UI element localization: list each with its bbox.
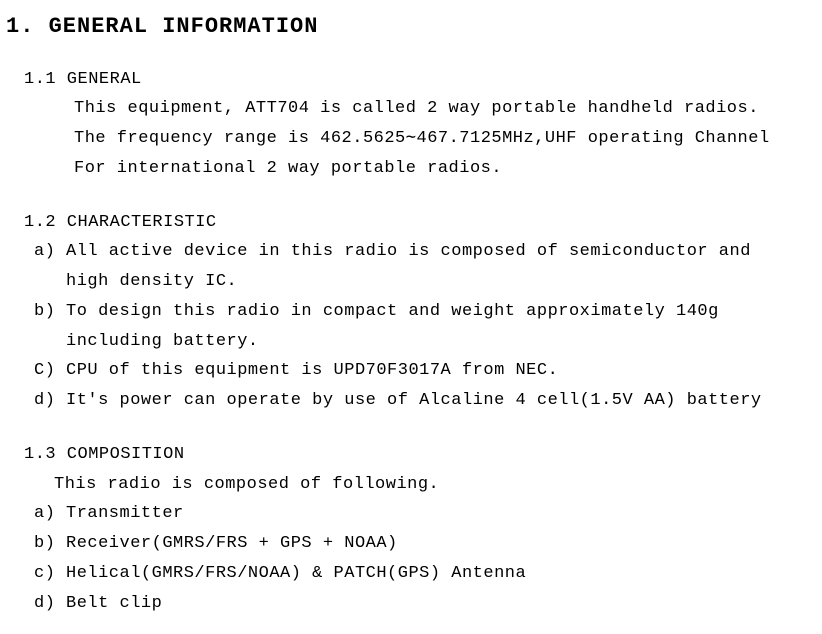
item-1-2-a: a)All active device in this radio is com… <box>34 237 816 267</box>
item-text-a3: Transmitter <box>66 504 184 523</box>
item-1-3-d: d)Belt clip <box>34 589 816 619</box>
item-1-2-c: C)CPU of this equipment is UPD70F3017A f… <box>34 356 816 386</box>
item-label-b: b) <box>34 297 66 327</box>
item-1-2-b: b)To design this radio in compact and we… <box>34 297 816 327</box>
item-text-c: CPU of this equipment is UPD70F3017A fro… <box>66 361 558 380</box>
section-1-3-heading: 1.3 COMPOSITION <box>24 440 816 470</box>
item-label-a: a) <box>34 237 66 267</box>
item-label-c: C) <box>34 356 66 386</box>
item-text-a: All active device in this radio is compo… <box>66 242 751 261</box>
item-1-3-b: b)Receiver(GMRS/FRS + GPS + NOAA) <box>34 529 816 559</box>
section-1-3-intro: This radio is composed of following. <box>54 470 816 500</box>
item-label-a3: a) <box>34 499 66 529</box>
item-text-c3: Helical(GMRS/FRS/NOAA) & PATCH(GPS) Ante… <box>66 564 526 583</box>
doc-title: 1. GENERAL INFORMATION <box>6 8 816 47</box>
item-text-b: To design this radio in compact and weig… <box>66 302 719 321</box>
item-label-d: d) <box>34 386 66 416</box>
item-label-c3: c) <box>34 559 66 589</box>
section-1-1-heading: 1.1 GENERAL <box>24 65 816 95</box>
item-text-b3: Receiver(GMRS/FRS + GPS + NOAA) <box>66 534 398 553</box>
item-1-3-c: c)Helical(GMRS/FRS/NOAA) & PATCH(GPS) An… <box>34 559 816 589</box>
section-1-1-line3: For international 2 way portable radios. <box>74 154 816 184</box>
item-1-3-a: a)Transmitter <box>34 499 816 529</box>
item-text-d3: Belt clip <box>66 594 162 613</box>
item-1-2-d: d)It's power can operate by use of Alcal… <box>34 386 816 416</box>
item-1-2-a-cont: high density IC. <box>66 267 816 297</box>
section-1-1-line2: The frequency range is 462.5625∼467.7125… <box>74 124 816 154</box>
item-text-d: It's power can operate by use of Alcalin… <box>66 391 762 410</box>
section-1-1-line1: This equipment, ATT704 is called 2 way p… <box>74 94 816 124</box>
item-label-d3: d) <box>34 589 66 619</box>
section-1-2-heading: 1.2 CHARACTERISTIC <box>24 208 816 238</box>
item-1-2-b-cont: including battery. <box>66 327 816 357</box>
item-label-b3: b) <box>34 529 66 559</box>
